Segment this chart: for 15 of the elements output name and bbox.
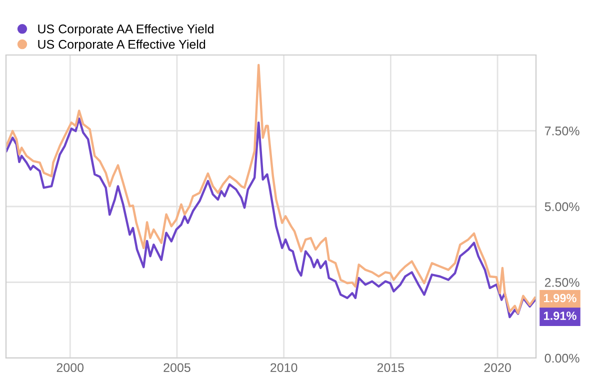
- annotation: 1.99%: [544, 294, 576, 302]
- legend-label: US Corporate A Effective Yield: [38, 40, 206, 52]
- x-tick-label: 2005: [164, 363, 190, 372]
- x-tick-label: 2010: [270, 363, 298, 372]
- y-tick-label: 5.00%: [544, 202, 580, 212]
- y-tick-label: 7.50%: [544, 126, 580, 136]
- x-tick-label: 2000: [56, 363, 84, 372]
- y-tick-label: 2.50%: [544, 278, 580, 287]
- x-tick-label: 2020: [484, 363, 511, 372]
- line-series: [6, 64, 536, 314]
- y-tick-label: 0.00%: [544, 354, 580, 363]
- legend-label: US Corporate AA Effective Yield: [38, 24, 214, 36]
- annotation: 1.91%: [544, 312, 576, 320]
- line-series: [6, 118, 536, 318]
- x-tick-label: 2015: [377, 363, 404, 372]
